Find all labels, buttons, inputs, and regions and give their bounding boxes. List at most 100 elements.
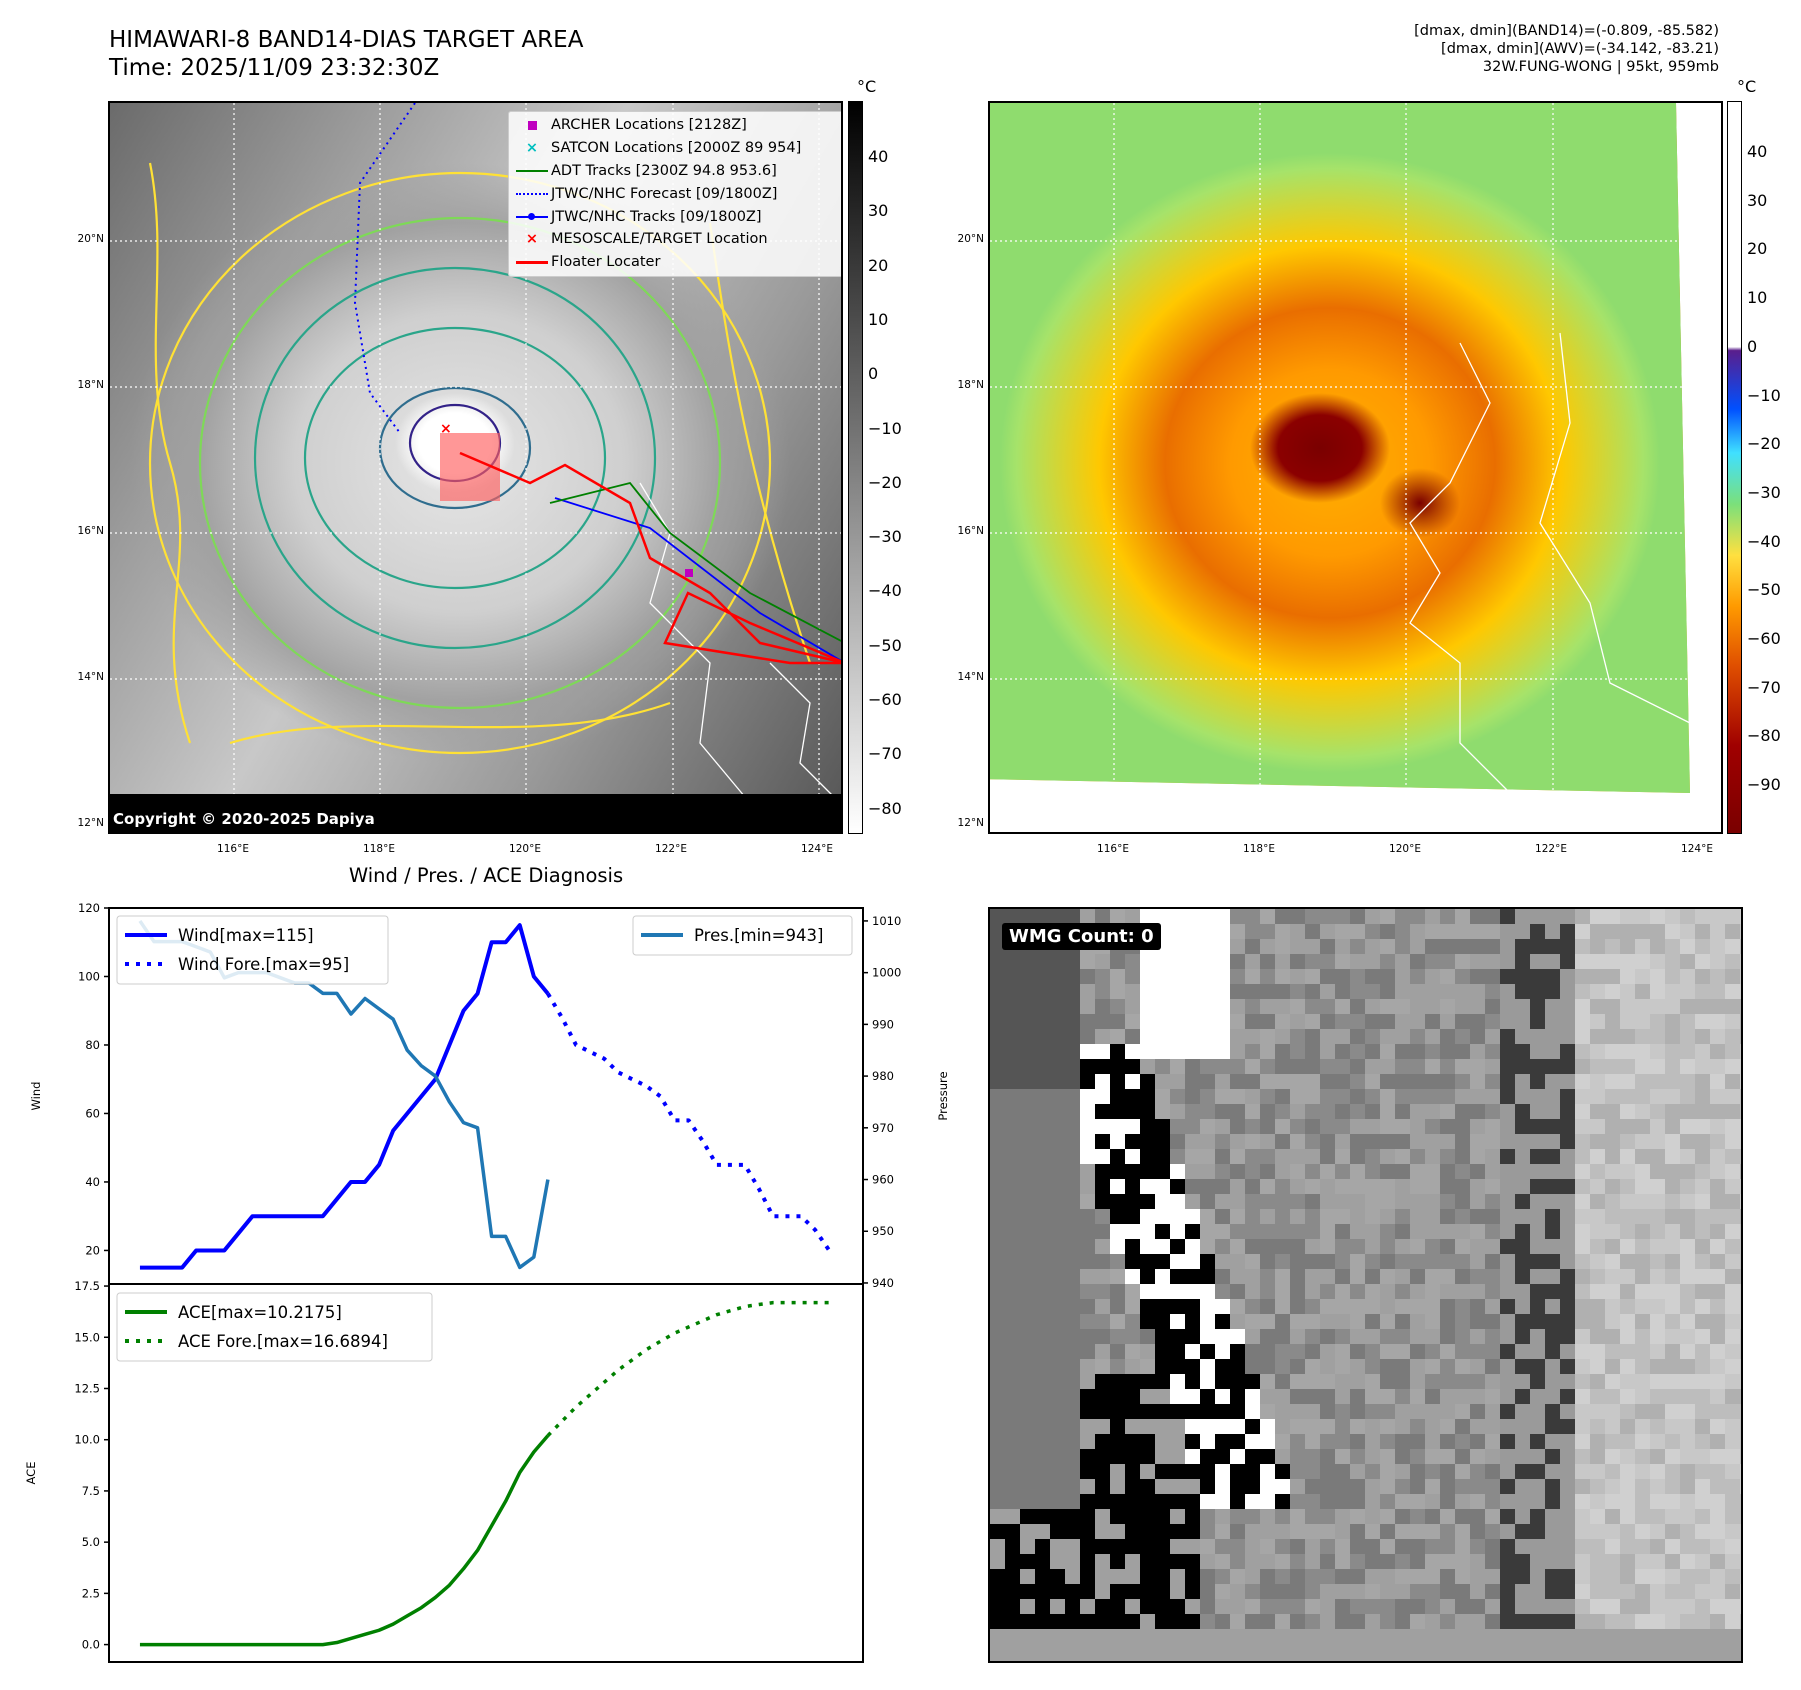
wmg-pixel — [1365, 1419, 1380, 1434]
wmg-pixel — [1650, 1134, 1665, 1149]
wmg-pixel — [1335, 1314, 1350, 1329]
wmg-pixel — [1410, 1374, 1425, 1389]
wmg-pixel — [1695, 1254, 1710, 1269]
wmg-pixel — [1365, 984, 1380, 999]
wmg-pixel — [1020, 1074, 1035, 1089]
wmg-pixel — [1290, 1254, 1305, 1269]
wmg-pixel — [1155, 1359, 1170, 1374]
wmg-pixel — [990, 1434, 1005, 1449]
wmg-pixel — [1140, 984, 1155, 999]
wmg-pixel — [1320, 1164, 1335, 1179]
wmg-pixel — [1020, 969, 1035, 984]
wmg-pixel — [1665, 1239, 1680, 1254]
wmg-pixel — [1140, 1434, 1155, 1449]
wmg-pixel — [1245, 954, 1260, 969]
wmg-pixel — [1365, 1509, 1380, 1524]
wmg-pixel — [1515, 1014, 1530, 1029]
wmg-pixel — [1635, 1614, 1650, 1629]
wmg-pixel — [1095, 1164, 1110, 1179]
wmg-pixel — [1335, 1224, 1350, 1239]
wmg-pixel — [1710, 1224, 1725, 1239]
wmg-pixel — [1245, 924, 1260, 939]
wmg-pixel — [1425, 909, 1440, 924]
wmg-pixel — [1530, 1449, 1545, 1464]
wmg-pixel — [1695, 1164, 1710, 1179]
wmg-pixel — [1290, 1164, 1305, 1179]
wmg-pixel — [1710, 1269, 1725, 1284]
wmg-pixel — [1395, 1074, 1410, 1089]
wmg-pixel — [1170, 1299, 1185, 1314]
wmg-pixel — [1425, 924, 1440, 939]
wmg-pixel — [1050, 1194, 1065, 1209]
ace-tick: 10.0 — [74, 1433, 100, 1447]
wmg-pixel — [1500, 1314, 1515, 1329]
wmg-pixel — [1140, 1614, 1155, 1629]
wmg-pixel — [1680, 1029, 1695, 1044]
wmg-pixel — [1245, 1029, 1260, 1044]
wmg-pixel — [1410, 1119, 1425, 1134]
wmg-pixel — [1650, 1029, 1665, 1044]
wmg-pixel — [1500, 1464, 1515, 1479]
wmg-pixel — [1065, 1494, 1080, 1509]
wmg-pixel — [1380, 1179, 1395, 1194]
wmg-pixel — [1095, 1389, 1110, 1404]
wmg-pixel — [1545, 1629, 1560, 1644]
wmg-pixel — [1605, 1419, 1620, 1434]
wmg-pixel — [1680, 1149, 1695, 1164]
wmg-pixel — [1215, 1659, 1230, 1661]
colorbar-tick: −10 — [1747, 385, 1781, 405]
wmg-pixel — [1200, 1389, 1215, 1404]
wmg-pixel — [1365, 999, 1380, 1014]
wmg-pixel — [1185, 1644, 1200, 1659]
wmg-pixel — [1455, 1449, 1470, 1464]
wmg-pixel — [1020, 1209, 1035, 1224]
wmg-pixel — [1455, 939, 1470, 954]
wmg-pixel — [1305, 1254, 1320, 1269]
wmg-pixel — [1290, 1404, 1305, 1419]
wmg-pixel — [1725, 1239, 1740, 1254]
wmg-pixel — [1635, 1644, 1650, 1659]
wmg-pixel — [1530, 1299, 1545, 1314]
wmg-pixel — [1395, 1479, 1410, 1494]
wmg-pixel — [1080, 1614, 1095, 1629]
wmg-pixel — [1065, 1464, 1080, 1479]
wmg-pixel — [1170, 1149, 1185, 1164]
wmg-pixel — [1260, 984, 1275, 999]
wmg-pixel — [1155, 1479, 1170, 1494]
wmg-pixel — [1470, 1464, 1485, 1479]
wmg-pixel — [1485, 1104, 1500, 1119]
wmg-pixel — [1245, 1539, 1260, 1554]
wmg-pixel — [1395, 924, 1410, 939]
wmg-pixel — [1230, 1524, 1245, 1539]
wmg-pixel — [1215, 1554, 1230, 1569]
wmg-pixel — [1035, 1644, 1050, 1659]
wmg-pixel — [1530, 954, 1545, 969]
wmg-pixel — [1380, 984, 1395, 999]
wmg-pixel — [1005, 1284, 1020, 1299]
wmg-pixel — [1275, 1434, 1290, 1449]
wmg-pixel — [1170, 954, 1185, 969]
wmg-pixel — [1425, 1284, 1440, 1299]
wmg-pixel — [1500, 1584, 1515, 1599]
wmg-pixel — [1470, 954, 1485, 969]
wmg-pixel — [1140, 1044, 1155, 1059]
wmg-pixel — [1470, 909, 1485, 924]
lon-label: 118°E — [1243, 843, 1275, 855]
wmg-pixel — [1230, 1554, 1245, 1569]
wmg-pixel — [1140, 1254, 1155, 1269]
wmg-pixel — [1710, 1074, 1725, 1089]
wmg-pixel — [1425, 1329, 1440, 1344]
wmg-pixel — [1515, 1599, 1530, 1614]
wmg-pixel — [1635, 1014, 1650, 1029]
legend-target: × MESOSCALE/TARGET Location — [513, 228, 839, 251]
wmg-pixel — [1365, 1299, 1380, 1314]
wmg-pixel — [1740, 1614, 1741, 1629]
wmg-pixel — [1635, 1599, 1650, 1614]
wmg-pixel — [1410, 1059, 1425, 1074]
wmg-pixel — [1275, 1059, 1290, 1074]
wmg-pixel — [1665, 1374, 1680, 1389]
wind-legend: Wind[max=115]Wind Fore.[max=95] — [116, 915, 389, 985]
wmg-pixel — [1395, 1629, 1410, 1644]
wmg-pixel — [1590, 954, 1605, 969]
wmg-pixel — [1005, 1539, 1020, 1554]
